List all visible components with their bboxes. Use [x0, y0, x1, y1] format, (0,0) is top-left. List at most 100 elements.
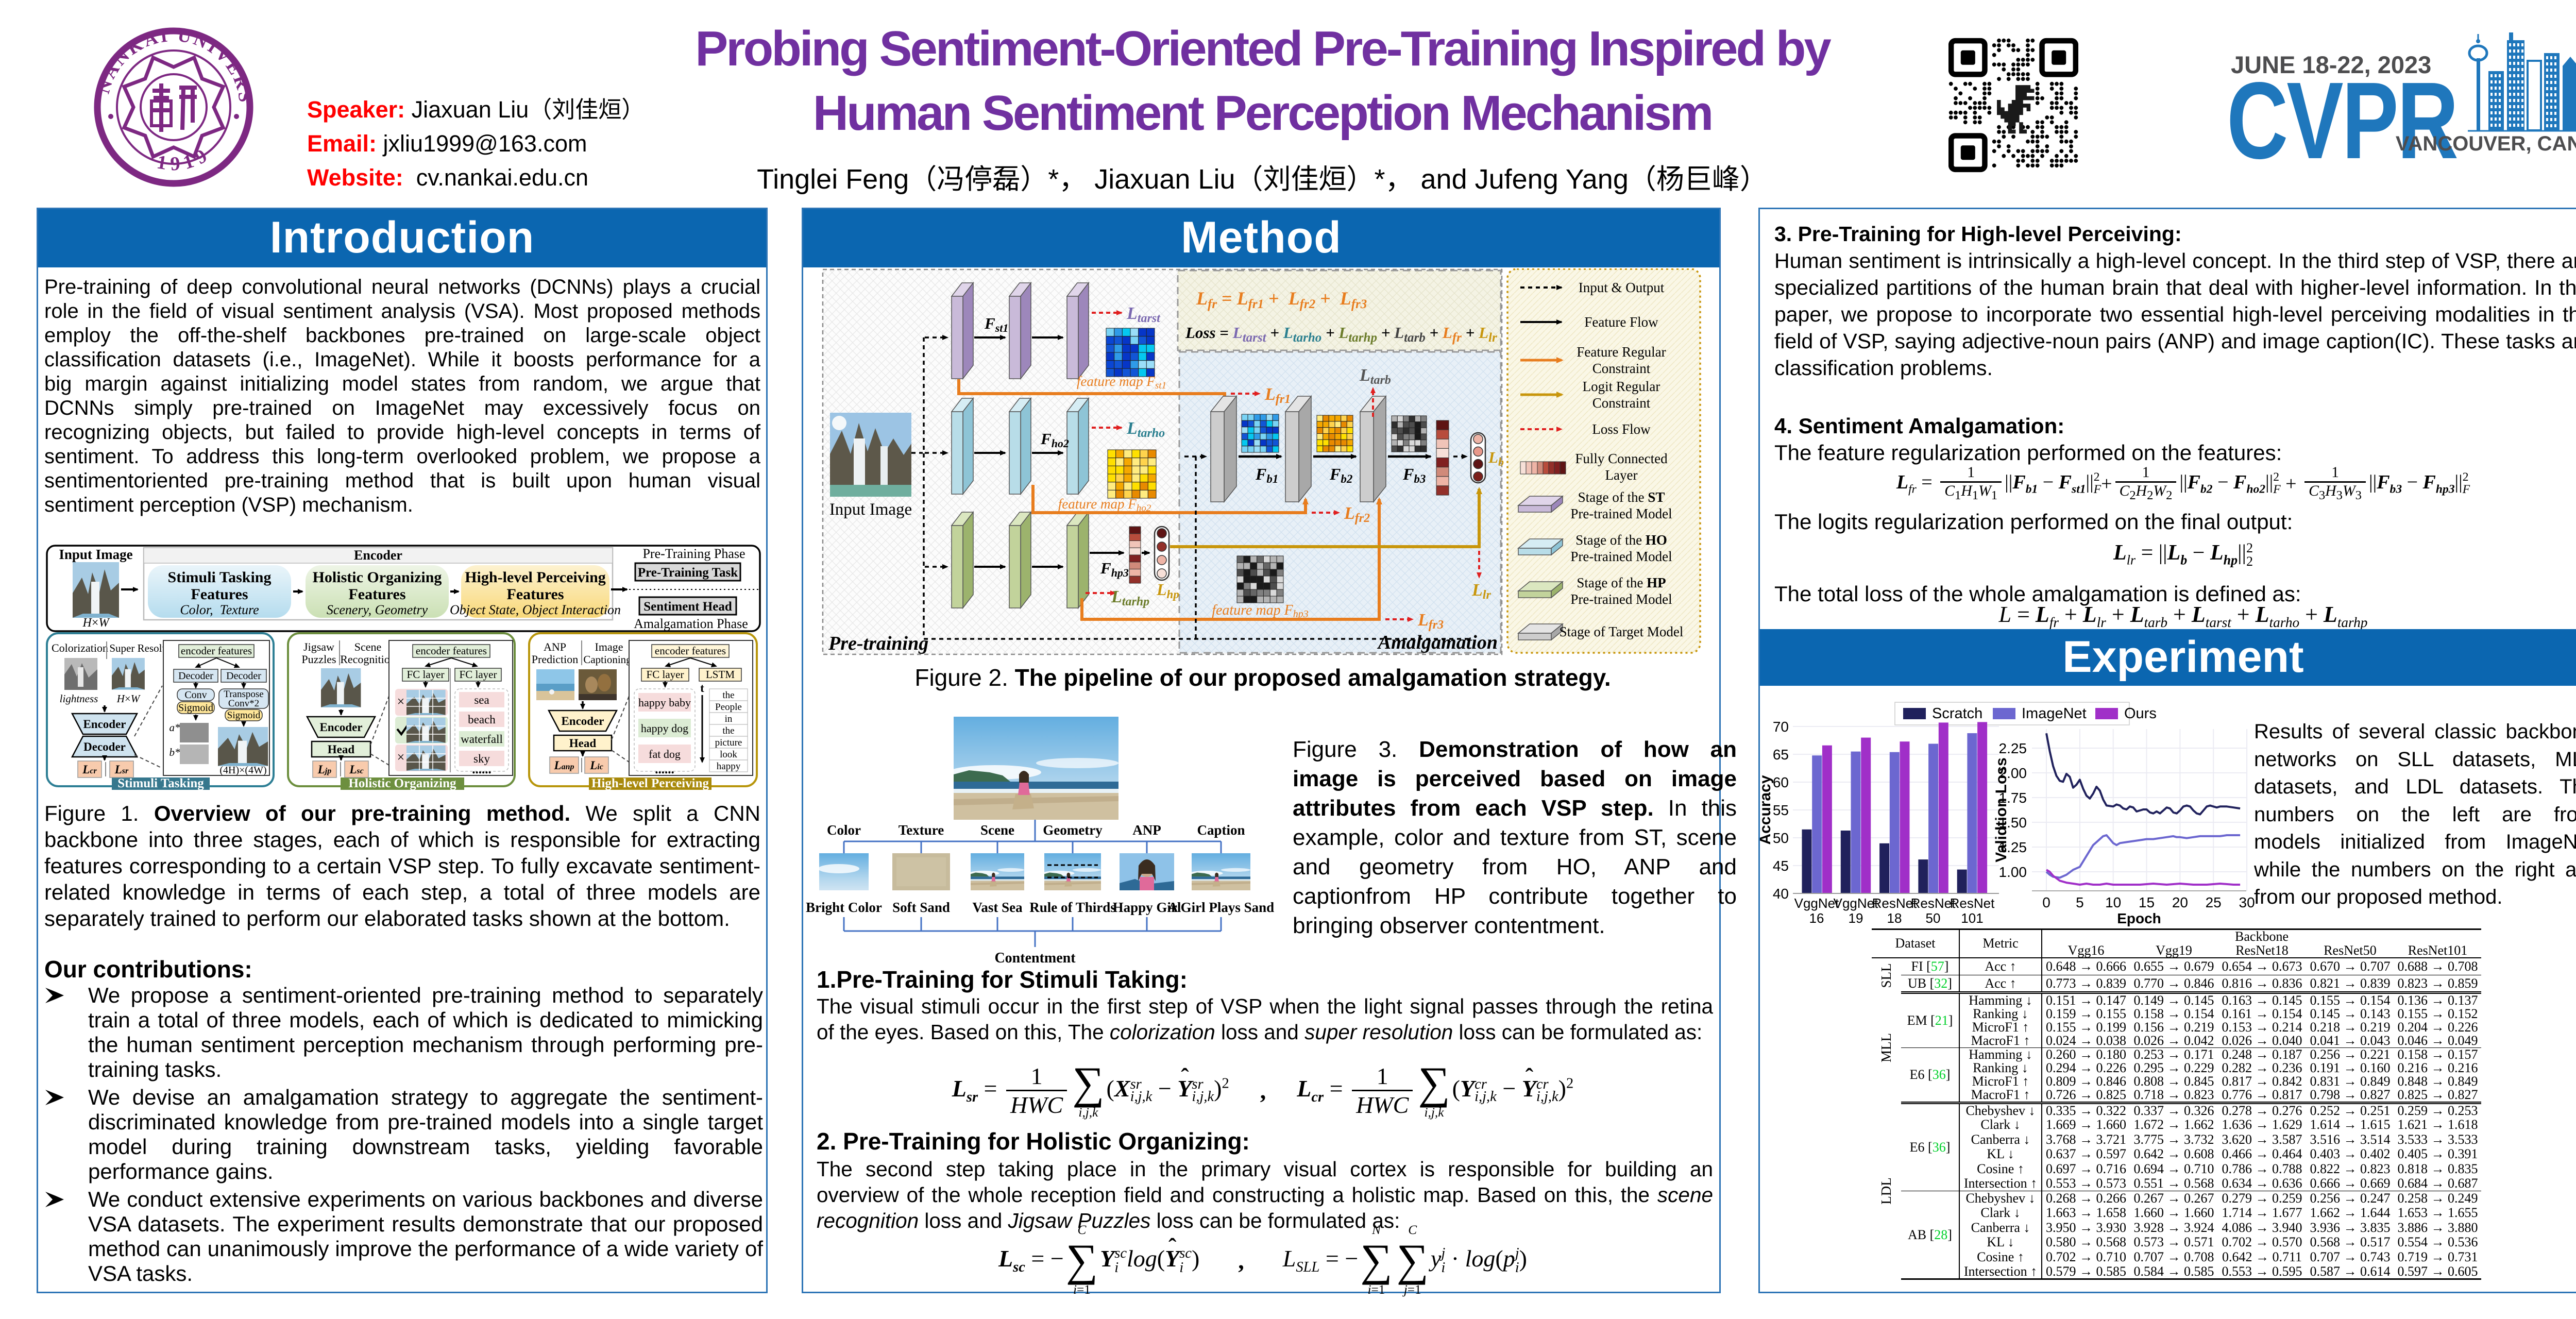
svg-text:Captioning: Captioning	[583, 653, 632, 666]
svg-text:Stage of the HO: Stage of the HO	[1575, 532, 1667, 548]
svg-text:Texture: Texture	[899, 822, 944, 838]
svg-text:Accuracy: Accuracy	[1760, 775, 1774, 844]
svg-text:2.00: 2.00	[1999, 765, 2027, 781]
svg-text:Decoder: Decoder	[226, 670, 261, 682]
svg-text:50: 50	[1926, 910, 1941, 926]
svg-text:Scenery, Geometry: Scenery, Geometry	[327, 602, 428, 617]
svg-text:ImageNet: ImageNet	[2022, 705, 2087, 722]
svg-text:1.00: 1.00	[1999, 864, 2027, 880]
svg-text:19: 19	[1849, 910, 1863, 926]
svg-text:Constraint: Constraint	[1592, 361, 1651, 376]
svg-text:Fully Connected: Fully Connected	[1575, 451, 1668, 466]
svg-text:Input & Output: Input & Output	[1579, 280, 1665, 295]
svg-text:Lfr = Lfr1 + Lfr2 + Lfr3: Lfr = Lfr1 + Lfr2 + Lfr3	[1196, 288, 1367, 311]
svg-text:Ours: Ours	[2124, 705, 2157, 722]
svg-text:1.50: 1.50	[1999, 815, 2027, 831]
svg-text:look: look	[720, 749, 737, 760]
svg-text:happy baby: happy baby	[638, 696, 691, 709]
svg-text:FC layer: FC layer	[407, 668, 445, 681]
svg-text:Stage of the ST: Stage of the ST	[1578, 489, 1665, 505]
svg-text:Soft Sand: Soft Sand	[892, 900, 950, 915]
svg-text:0: 0	[2042, 894, 2050, 910]
svg-text:encoder features: encoder features	[181, 645, 252, 657]
svg-text:Sigmoid: Sigmoid	[227, 710, 261, 721]
svg-text:25: 25	[2206, 894, 2222, 910]
svg-text:encoder features: encoder features	[655, 645, 726, 657]
svg-text:×: ×	[397, 750, 405, 765]
svg-text:Amalgamation: Amalgamation	[1377, 632, 1498, 653]
svg-text:Contentment: Contentment	[994, 950, 1076, 966]
svg-text:beach: beach	[468, 713, 496, 726]
svg-text:Input Image: Input Image	[829, 500, 912, 519]
svg-text:......: ......	[472, 763, 492, 776]
svg-text:People: People	[715, 702, 742, 713]
svg-text:Encoder: Encoder	[83, 718, 126, 731]
svg-text:Features: Features	[348, 586, 405, 603]
svg-text:Lsr: Lsr	[114, 763, 129, 776]
svg-text:Pre-training: Pre-training	[828, 633, 928, 654]
svg-text:VANCOUVER, CANADA: VANCOUVER, CANADA	[2396, 132, 2576, 155]
svg-text:Head: Head	[569, 737, 597, 750]
svg-text:Happy Girl: Happy Girl	[1113, 900, 1181, 915]
svg-text:Loss = Ltarst + Ltarho + Ltarh: Loss = Ltarst + Ltarho + Ltarhp + Ltarb …	[1185, 324, 1497, 345]
svg-text:Decoder: Decoder	[83, 740, 126, 753]
svg-text:Feature Flow: Feature Flow	[1584, 314, 1658, 330]
svg-text:High-level Perceiving: High-level Perceiving	[591, 776, 709, 790]
svg-text:Lic: Lic	[589, 759, 603, 772]
svg-text:55: 55	[1773, 802, 1789, 818]
svg-text:×: ×	[397, 694, 405, 709]
svg-text:Puzzles: Puzzles	[301, 653, 336, 666]
svg-text:Encoder: Encoder	[319, 721, 362, 734]
svg-text:60: 60	[1773, 774, 1789, 790]
svg-text:b*: b*	[170, 746, 181, 758]
svg-text:65: 65	[1773, 747, 1789, 763]
svg-text:waterfall: waterfall	[461, 733, 503, 746]
svg-text:sea: sea	[474, 694, 489, 706]
svg-text:Validtion Loss: Validtion Loss	[1993, 757, 2010, 862]
svg-text:Sentiment Head: Sentiment Head	[643, 600, 732, 614]
svg-text:Scene: Scene	[354, 640, 382, 653]
svg-text:Color: Color	[827, 822, 861, 838]
svg-text:5: 5	[2076, 894, 2084, 910]
svg-text:happy dog: happy dog	[641, 722, 688, 735]
svg-text:fat dog: fat dog	[649, 748, 681, 760]
svg-text:1.75: 1.75	[1999, 790, 2027, 806]
svg-text:Sigmoid: Sigmoid	[178, 702, 213, 714]
svg-text:ResNet: ResNet	[1911, 895, 1956, 911]
svg-text:Lanp: Lanp	[554, 759, 574, 772]
svg-text:Decoder: Decoder	[178, 670, 213, 682]
svg-text:Features: Features	[506, 586, 564, 603]
svg-text:10: 10	[2105, 894, 2121, 910]
svg-text:encoder features: encoder features	[416, 645, 487, 657]
svg-text:1.25: 1.25	[1999, 839, 2027, 855]
svg-text:ResNet: ResNet	[1872, 895, 1917, 911]
svg-text:Features: Features	[191, 586, 248, 603]
svg-text:Loss Flow: Loss Flow	[1592, 421, 1651, 437]
svg-text:Geometry: Geometry	[1043, 822, 1103, 838]
svg-text:in: in	[725, 714, 733, 724]
svg-text:Stimuli Tasking: Stimuli Tasking	[168, 569, 272, 586]
svg-text:Lcr: Lcr	[82, 763, 97, 776]
svg-text:the: the	[722, 690, 734, 701]
svg-text:30: 30	[2239, 894, 2255, 910]
svg-text:Stage of the HP: Stage of the HP	[1577, 575, 1666, 590]
svg-text:Color, Texture: Color, Texture	[180, 602, 259, 617]
svg-text:Lsc: Lsc	[349, 763, 363, 776]
svg-text:VggNet: VggNet	[1794, 895, 1839, 911]
svg-text:Encoder: Encoder	[354, 548, 402, 563]
svg-text:15: 15	[2139, 894, 2155, 910]
svg-text:ANP: ANP	[1132, 822, 1161, 838]
svg-text:feature map Fhp3: feature map Fhp3	[1212, 602, 1309, 620]
svg-text:CVPR: CVPR	[2227, 60, 2457, 165]
svg-text:JUNE 18-22, 2023: JUNE 18-22, 2023	[2231, 51, 2431, 78]
svg-text:ResNet: ResNet	[1950, 895, 1995, 911]
svg-text:Pre-trained Model: Pre-trained Model	[1570, 549, 1672, 564]
svg-text:1919: 1919	[155, 142, 215, 175]
svg-text:Stage of Target Model: Stage of Target Model	[1560, 624, 1684, 639]
svg-text:50: 50	[1773, 830, 1789, 846]
svg-text:Pre-Training Task: Pre-Training Task	[638, 566, 738, 580]
svg-text:Rule of Thirds: Rule of Thirds	[1029, 900, 1116, 915]
svg-text:Input Image: Input Image	[59, 547, 132, 562]
svg-text:FC layer: FC layer	[647, 668, 684, 681]
svg-text:40: 40	[1773, 886, 1789, 902]
